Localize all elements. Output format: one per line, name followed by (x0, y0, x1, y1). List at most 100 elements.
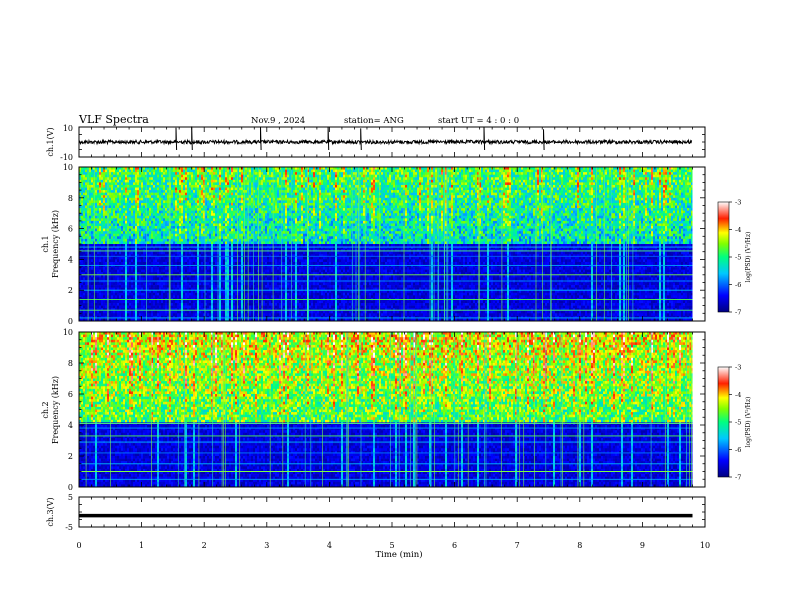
spectrogram-cell (157, 272, 160, 276)
spectrogram-cell (225, 313, 228, 317)
spectrogram-cell (221, 182, 224, 186)
spectrogram-cell (191, 277, 194, 281)
spectrogram-cell (187, 233, 190, 237)
spectrogram-cell (121, 236, 124, 240)
spectrogram-cell (95, 303, 98, 306)
spectrogram-cell (215, 285, 218, 288)
spectrogram-cell (131, 174, 134, 178)
spectrogram-cell (121, 233, 124, 237)
spectrogram-cell (125, 192, 128, 196)
spectrogram-cell (237, 313, 240, 317)
spectrogram-cell (121, 313, 124, 317)
spectrogram-cell (211, 187, 214, 191)
spectrogram-cell (223, 226, 226, 229)
spectrogram-cell (207, 287, 210, 291)
spectrogram-cell (193, 282, 196, 286)
spectrogram-cell (143, 300, 146, 304)
spectrogram-cell (213, 233, 216, 237)
spectrogram-cell (101, 318, 104, 321)
spectrogram-cell (189, 318, 192, 321)
spectrogram-cell (79, 197, 82, 201)
spectrogram-cell (143, 246, 146, 250)
spectrogram-cell (139, 303, 142, 306)
spectrogram-cell (147, 187, 150, 191)
spectrogram-cell (215, 172, 218, 175)
spectrogram-cell (175, 274, 178, 278)
spectrogram-cell (197, 202, 200, 206)
spectrogram-cell (125, 251, 128, 255)
spectrogram-cell (153, 177, 156, 181)
spectrogram-cell (177, 228, 180, 232)
spectrogram-cell (163, 238, 166, 242)
spectrogram-cell (225, 179, 228, 183)
spectrogram-cell (99, 241, 102, 245)
spectrogram-cell (163, 256, 166, 260)
spectrogram-cell (187, 272, 190, 276)
spectrogram-cell (177, 267, 180, 270)
spectrogram-cell (235, 287, 238, 291)
spectrogram-cell (173, 231, 176, 235)
spectrogram-cell (79, 305, 82, 309)
spectrogram-cell (181, 177, 184, 181)
spectrogram-cell (83, 184, 86, 188)
spectrogram-cell (111, 167, 114, 170)
spectrogram-cell (109, 220, 112, 224)
spectrogram-cell (205, 244, 208, 247)
spectrogram-cell (109, 300, 112, 304)
spectrogram-cell (199, 241, 202, 245)
spectrogram-cell (121, 254, 124, 258)
spectrogram-cell (131, 167, 134, 170)
spectrogram-cell (185, 190, 188, 193)
spectrogram-cell (215, 226, 218, 229)
spectrogram-cell (135, 318, 138, 321)
spectrogram-cell (173, 205, 176, 209)
spectrogram-cell (85, 205, 88, 209)
spectrogram-cell (213, 195, 216, 199)
spectrogram-cell (235, 195, 238, 199)
spectrogram-cell (185, 315, 188, 319)
spectrogram-cell (157, 205, 160, 209)
spectrogram-cell (175, 303, 178, 306)
spectrogram-cell (223, 213, 226, 217)
spectrogram-cell (111, 169, 114, 173)
spectrogram-cell (165, 174, 168, 178)
spectrogram-cell (157, 202, 160, 206)
spectrogram-cell (233, 308, 236, 312)
spectrogram-cell (91, 308, 94, 312)
spectrogram-cell (205, 238, 208, 242)
spectrogram-cell (209, 174, 212, 178)
spectrogram-cell (223, 246, 226, 250)
spectrogram-cell (189, 256, 192, 260)
spectrogram-cell (159, 285, 162, 288)
spectrogram-cell (135, 218, 138, 222)
spectrogram-cell (111, 310, 114, 314)
spectrogram-cell (187, 256, 190, 260)
spectrogram-cell (97, 274, 100, 278)
spectrogram-cell (155, 310, 158, 314)
spectrogram-cell (195, 192, 198, 196)
spectrogram-cell (83, 177, 86, 181)
spectrogram-cell (129, 172, 132, 175)
spectrogram-cell (183, 305, 186, 309)
spectrogram-cell (157, 241, 160, 245)
spectrogram-cell (215, 197, 218, 201)
spectrogram-cell (125, 269, 128, 273)
spectrogram-cell (185, 244, 188, 247)
spectrogram-cell (233, 167, 236, 170)
spectrogram-cell (145, 226, 148, 229)
spectrogram-cell (155, 169, 158, 173)
spectrogram-cell (117, 223, 120, 227)
spectrogram-cell (225, 205, 228, 209)
spectrogram-cell (163, 277, 166, 281)
spectrogram-cell (219, 274, 222, 278)
spectrogram-cell (163, 205, 166, 209)
spectrogram-cell (111, 192, 114, 196)
spectrogram-cell (185, 274, 188, 278)
spectrogram-cell (85, 172, 88, 175)
spectrogram-cell (231, 210, 234, 214)
spectrogram-cell (147, 305, 150, 309)
spectrogram-cell (235, 215, 238, 219)
spectrogram-cell (237, 259, 240, 263)
spectrogram-cell (105, 200, 108, 204)
spectrogram-cell (121, 244, 124, 247)
